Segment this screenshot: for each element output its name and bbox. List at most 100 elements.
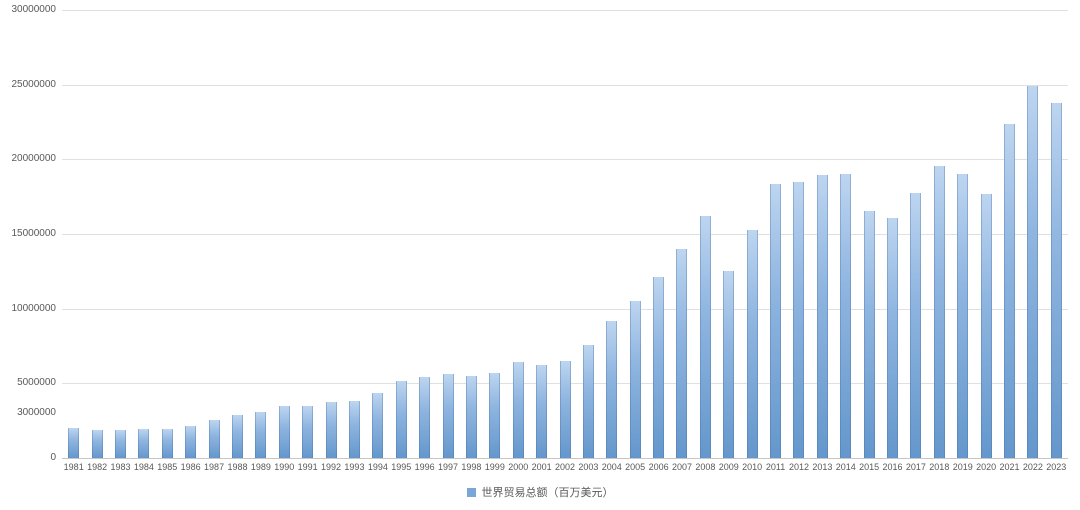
- gridline: [62, 10, 1068, 11]
- x-tick-label: 2017: [905, 462, 926, 472]
- x-tick-label: 2022: [1022, 462, 1043, 472]
- gridline: [62, 159, 1068, 161]
- bar-2000: [512, 361, 524, 458]
- legend-marker-icon: [466, 487, 476, 497]
- x-tick-label: 2006: [648, 462, 669, 472]
- gridline: [62, 308, 1068, 310]
- bar-1988: [231, 414, 243, 458]
- bar-2011: [770, 183, 782, 458]
- bar-2010: [746, 229, 758, 458]
- x-tick-label: 2020: [976, 462, 997, 472]
- x-tick-label: 2021: [999, 462, 1020, 472]
- y-tick-label: 15000000: [11, 228, 57, 239]
- bar-2015: [863, 210, 875, 458]
- x-tick-label: 2000: [508, 462, 529, 472]
- x-tick-label: 2010: [742, 462, 763, 472]
- x-tick-label: 1996: [414, 462, 435, 472]
- x-tick-label: 1991: [297, 462, 318, 472]
- bar-2021: [1004, 124, 1015, 458]
- x-tick-label: 1994: [367, 462, 388, 472]
- bar-1999: [489, 372, 501, 458]
- bar-1997: [442, 374, 454, 458]
- y-tick-label: 10000000: [11, 302, 57, 314]
- bar-1983: [114, 430, 126, 458]
- bar-1991: [302, 405, 314, 458]
- bar-1996: [419, 377, 431, 458]
- x-tick-label: 1983: [110, 462, 131, 472]
- bar-1987: [208, 419, 220, 458]
- x-tick-label: 2012: [788, 462, 809, 472]
- x-tick-label: 1992: [321, 462, 342, 472]
- bar-1993: [348, 401, 360, 458]
- bar-2020: [980, 194, 992, 458]
- x-tick-label: 2011: [765, 462, 786, 472]
- bar-2012: [793, 181, 805, 458]
- bar-2014: [840, 174, 852, 458]
- legend: 世界贸易总额（百万美元）: [0, 484, 1080, 500]
- x-tick-label: 1981: [63, 462, 84, 472]
- x-tick-label: 2013: [812, 462, 833, 472]
- y-tick-label: 3000000: [17, 407, 56, 419]
- bar-1984: [138, 428, 150, 458]
- x-tick-label: 2003: [578, 462, 599, 472]
- bar-2002: [559, 360, 571, 458]
- bar-1990: [278, 406, 290, 458]
- x-tick-label: 2016: [882, 462, 903, 472]
- x-tick-label: 1995: [391, 462, 412, 472]
- x-tick-label: 2015: [859, 462, 880, 472]
- x-tick-label: 2018: [929, 462, 950, 472]
- x-tick-label: 2001: [531, 462, 552, 472]
- bar-1982: [91, 429, 103, 458]
- x-tick-label: 1989: [250, 462, 271, 472]
- bar-2023: [1050, 102, 1062, 458]
- y-tick-label: 0: [50, 452, 56, 463]
- y-tick-label: 25000000: [11, 78, 57, 90]
- bar-1994: [372, 393, 384, 458]
- bar-2006: [653, 277, 665, 458]
- x-tick-label: 2019: [952, 462, 973, 472]
- gridline: [62, 84, 1068, 86]
- x-tick-label: 1982: [87, 462, 108, 472]
- bar-2001: [536, 365, 548, 458]
- x-tick-label: 2009: [718, 462, 739, 472]
- y-tick-label: 30000000: [11, 4, 57, 15]
- bar-2009: [723, 270, 735, 458]
- x-tick-label: 1987: [204, 462, 225, 472]
- bar-1992: [325, 402, 337, 458]
- bar-2007: [676, 248, 688, 458]
- x-tick-label: 1986: [180, 462, 201, 472]
- x-tick-label: 1988: [227, 462, 248, 472]
- x-tick-label: 2007: [671, 462, 692, 472]
- x-tick-label: 1990: [274, 462, 295, 472]
- bar-2004: [606, 320, 618, 458]
- x-tick-label: 1984: [133, 462, 154, 472]
- x-tick-label: 1997: [438, 462, 459, 472]
- bar-1989: [255, 411, 267, 458]
- x-tick-label: 1993: [344, 462, 365, 472]
- x-tick-label: 2008: [695, 462, 716, 472]
- bar-2022: [1027, 86, 1039, 458]
- plot-area: [62, 10, 1068, 459]
- bar-2019: [957, 174, 969, 458]
- bar-2003: [582, 344, 594, 458]
- bar-1985: [161, 428, 173, 458]
- bar-2013: [816, 175, 828, 458]
- bar-1995: [395, 381, 407, 458]
- legend-label: 世界贸易总额（百万美元）: [481, 487, 614, 499]
- bar-2005: [629, 301, 641, 458]
- bar-1998: [465, 375, 477, 458]
- x-tick-label: 1985: [157, 462, 178, 472]
- bar-2016: [887, 218, 899, 458]
- x-tick-label: 2005: [625, 462, 646, 472]
- bar-1981: [68, 428, 80, 458]
- bar-2017: [910, 192, 922, 458]
- x-tick-label: 1999: [484, 462, 505, 472]
- x-tick-label: 1998: [461, 462, 482, 472]
- bar-2008: [699, 216, 711, 458]
- bar-1986: [185, 425, 197, 458]
- x-tick-label: 2023: [1046, 462, 1067, 472]
- x-tick-label: 2014: [835, 462, 856, 472]
- gridline: [62, 234, 1068, 235]
- bar-2018: [933, 166, 945, 458]
